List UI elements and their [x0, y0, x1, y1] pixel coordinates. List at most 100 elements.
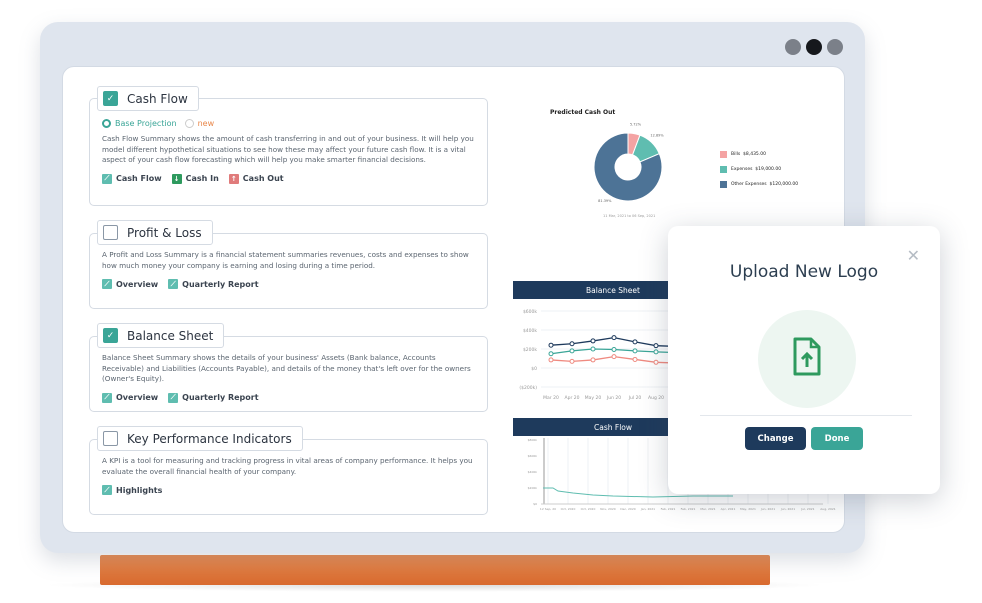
checkbox[interactable]: ✓	[103, 328, 118, 343]
slice-label: 12.89%	[650, 134, 664, 138]
upload-logo-modal: Upload New Logo ✕ Change Done	[668, 226, 940, 494]
x-tick: Jul, 2021	[800, 507, 814, 511]
series-line	[543, 487, 733, 498]
data-point	[653, 349, 659, 355]
done-button[interactable]: Done	[811, 427, 863, 450]
link-overview[interactable]: ⟋ Overview	[102, 392, 159, 403]
cash-flow-header: Cash Flow	[513, 418, 713, 436]
data-point	[548, 351, 554, 357]
legend-swatch	[720, 151, 727, 158]
link-overview[interactable]: ⟋ Overview	[102, 279, 158, 289]
x-tick: Apr, 2021	[721, 507, 736, 511]
link-label: Highlights	[116, 485, 163, 495]
y-tick: $400k	[523, 328, 537, 334]
chart-line-icon: ⟋	[102, 485, 112, 495]
chart-line-icon: ⟋	[168, 392, 179, 403]
window-dot[interactable]	[785, 39, 801, 55]
close-icon[interactable]: ✕	[906, 246, 920, 265]
y-tick: $0	[533, 502, 537, 506]
change-button[interactable]: Change	[745, 427, 806, 450]
data-point	[632, 356, 638, 362]
link-quarterly-report[interactable]: ⟋ Quarterly Report	[168, 279, 259, 289]
x-tick: Jun 20	[606, 395, 621, 401]
scroll-handle	[543, 438, 545, 504]
x-tick: Oct, 2020	[561, 507, 576, 511]
section-description: A KPI is a tool for measuring and tracki…	[102, 456, 473, 476]
link-cash-in[interactable]: ↓ Cash In	[171, 173, 219, 184]
section-title: Key Performance Indicators	[127, 431, 292, 446]
y-tick: $0	[531, 366, 537, 372]
section-description: Cash Flow Summary shows the amount of ca…	[102, 134, 474, 164]
legend-swatch	[720, 166, 727, 173]
radio-new[interactable]: new	[184, 119, 215, 128]
window-dot[interactable]	[827, 39, 843, 55]
legend-swatch	[720, 181, 727, 188]
link-label: Overview	[116, 279, 159, 289]
chart-line-icon: ⟋	[102, 173, 112, 184]
legend-label: Bills $8,435.00	[731, 152, 766, 157]
y-tick: $600k	[523, 309, 537, 315]
file-upload-icon	[793, 337, 821, 376]
balance-sheet-header: Balance Sheet	[513, 281, 713, 299]
link-cash-out[interactable]: ↑ Cash Out	[228, 173, 284, 184]
y-tick: $200k	[528, 486, 538, 490]
x-tick: Apr 20	[565, 395, 580, 401]
link-highlights[interactable]: ⟋ Highlights	[102, 485, 162, 495]
data-point	[653, 359, 659, 365]
section-description: A Profit and Loss Summary is a financial…	[102, 250, 469, 270]
data-point	[611, 354, 617, 360]
data-point	[590, 338, 596, 344]
x-tick: Nov, 2020	[600, 507, 615, 511]
link-label: Quarterly Report	[182, 393, 259, 402]
legend-item: Expenses $19,000.00	[720, 162, 798, 177]
data-point	[548, 342, 554, 348]
upload-area[interactable]	[758, 310, 856, 408]
x-tick: Jul 20	[628, 395, 642, 401]
data-point	[569, 358, 575, 364]
section-tab[interactable]: ✓ Balance Sheet	[97, 323, 225, 348]
chart-line-icon: ⟋	[102, 392, 112, 403]
data-point	[569, 341, 575, 347]
link-cash-flow[interactable]: ⟋ Cash Flow	[102, 173, 162, 184]
checkbox[interactable]	[103, 431, 118, 446]
divider	[700, 415, 912, 416]
x-tick: Aug 20	[648, 395, 664, 401]
x-tick: Oct, 2020	[581, 507, 596, 511]
screen: Base Projection new Cash Flow Summary sho…	[62, 66, 845, 533]
arrow-down-icon: ↓	[171, 173, 182, 184]
slice-label: 5.72%	[630, 123, 642, 127]
section-tab[interactable]: Profit & Loss	[97, 220, 213, 245]
section-title: Balance Sheet	[127, 328, 214, 343]
section-card: Base Projection new Cash Flow Summary sho…	[89, 98, 488, 206]
link-quarterly-report[interactable]: ⟋ Quarterly Report	[168, 392, 259, 403]
link-label: Cash Out	[242, 174, 284, 183]
x-tick: Aug, 2021	[820, 507, 835, 511]
link-label: Overview	[116, 393, 159, 402]
legend-label: Expenses $19,000.00	[731, 167, 782, 172]
section-card: A Profit and Loss Summary is a financial…	[89, 233, 488, 309]
x-tick: Feb, 2021	[681, 507, 696, 511]
y-tick: $600k	[528, 454, 538, 458]
section-tab[interactable]: Key Performance Indicators	[97, 426, 303, 451]
x-tick: Mar 20	[543, 395, 559, 401]
x-tick: Dec, 2020	[620, 507, 635, 511]
section-description: Balance Sheet Summary shows the details …	[102, 353, 471, 383]
radio-label: Base Projection	[115, 119, 177, 128]
pie-svg: 5.72% 12.89% 81.39%	[593, 123, 664, 203]
projection-radio-group: Base Projection new	[90, 111, 487, 134]
data-point	[632, 348, 638, 354]
radio-label: new	[197, 119, 215, 128]
section-card: Balance Sheet Summary shows the details …	[89, 336, 488, 412]
data-point	[590, 357, 596, 363]
window-dot[interactable]	[806, 39, 822, 55]
legend-item: Bills $8,435.00	[720, 147, 798, 162]
x-tick: Mar, 2021	[700, 507, 715, 511]
link-label: Quarterly Report	[182, 279, 259, 289]
x-tick: Jun, 2021	[780, 507, 795, 511]
chart-line-icon: ⟋	[168, 279, 179, 289]
checkbox[interactable]: ✓	[103, 91, 118, 106]
checkbox[interactable]	[103, 225, 118, 240]
radio-base-projection[interactable]: Base Projection	[102, 119, 177, 128]
section-tab[interactable]: ✓ Cash Flow	[97, 86, 199, 111]
x-tick: 12 Sep, 20	[540, 507, 556, 511]
